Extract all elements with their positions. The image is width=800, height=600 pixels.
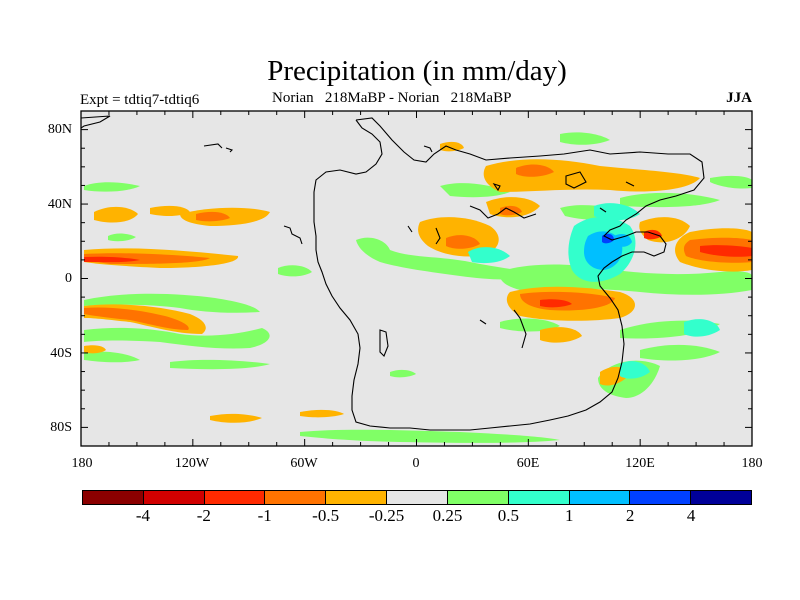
anomaly-region: [196, 211, 230, 222]
anomaly-region: [108, 233, 136, 242]
lon-tick-label: 180: [741, 456, 763, 471]
island-coastline: [283, 225, 303, 245]
anomaly-region: [84, 293, 260, 313]
axis-ticks: [80, 110, 753, 447]
island-coastline: [625, 181, 635, 187]
colorbar-swatch: [508, 491, 570, 504]
anomaly-region: [356, 237, 540, 280]
colorbar-swatch: [265, 491, 327, 504]
island-coastline: [469, 205, 537, 219]
anomaly-region: [446, 235, 480, 249]
colorbar-label: 2: [625, 506, 635, 525]
anomaly-region: [500, 318, 560, 332]
anomaly-region: [300, 429, 560, 443]
colorbar-label: 1: [565, 506, 574, 525]
colorbar-label: -0.5: [312, 506, 340, 525]
experiment-label: Expt = tdtiq7-tdtiq6: [80, 92, 200, 108]
island-coastline: [479, 319, 487, 325]
anomaly-region: [94, 206, 138, 223]
lon-tick-label: 0: [412, 456, 420, 471]
island-coastline: [492, 182, 501, 192]
colorbar-label: 0.5: [497, 506, 519, 525]
colorbar-label: -2: [196, 506, 211, 525]
colorbar-swatch: [387, 491, 448, 504]
anomaly-region: [516, 164, 554, 177]
lon-tick-label: 60E: [516, 456, 540, 471]
anomaly-region: [210, 413, 262, 423]
colorbar-swatch: [204, 491, 266, 504]
island-coastline: [203, 143, 223, 149]
anomaly-region: [150, 205, 190, 216]
precipitation-anomaly-shading: [84, 132, 752, 443]
colorbar-label: -0.25: [368, 506, 405, 525]
lon-tick-label: 60W: [290, 456, 318, 471]
colorbar: [82, 490, 752, 505]
anomaly-region: [278, 265, 312, 277]
anomaly-region: [700, 245, 752, 257]
coastlines: [81, 115, 705, 431]
island-coastline: [407, 225, 413, 233]
island-coastline: [423, 145, 433, 153]
colorbar-swatch: [691, 491, 751, 504]
anomaly-region: [170, 359, 270, 370]
lon-tick-label: 120E: [625, 456, 655, 471]
island-coastline: [513, 309, 527, 349]
map-title: Precipitation (in mm/day): [267, 55, 567, 87]
season-label: JJA: [726, 90, 752, 106]
colorbar-swatch: [569, 491, 631, 504]
island-coastline: [599, 207, 607, 213]
colorbar-label: 4: [686, 506, 696, 525]
anomaly-region: [440, 141, 464, 152]
period-comparison-label: Norian 218MaBP - Norian 218MaBP: [272, 90, 512, 106]
pangaea-coastline: [313, 117, 705, 431]
anomaly-region: [84, 307, 189, 330]
anomaly-region: [300, 409, 344, 418]
anomaly-region: [620, 361, 650, 379]
colorbar-label: -1: [257, 506, 272, 525]
colorbar-swatch: [326, 491, 388, 504]
lat-tick-label: 80N: [47, 122, 72, 137]
anomaly-region: [84, 327, 270, 349]
anomaly-region: [560, 132, 610, 145]
anomaly-region: [684, 319, 720, 337]
anomaly-region: [540, 327, 582, 343]
colorbar-swatch: [630, 491, 692, 504]
pangaea-coastline: [81, 115, 111, 129]
anomaly-region: [540, 299, 572, 308]
anomaly-region: [84, 345, 106, 354]
island-coastline: [565, 171, 587, 189]
anomaly-region: [84, 351, 140, 363]
colorbar-label: -4: [135, 506, 150, 525]
anomaly-region: [84, 256, 140, 263]
lat-tick-label: 0: [65, 271, 72, 286]
colorbar-swatch: [143, 491, 205, 504]
anomaly-region: [594, 203, 640, 221]
colorbar-swatch: [83, 491, 144, 504]
anomaly-region: [620, 192, 720, 208]
colorbar-label: 0.25: [432, 506, 463, 525]
island-coastline: [225, 147, 234, 153]
island-coastline: [435, 227, 441, 245]
lat-tick-label: 40S: [50, 346, 72, 361]
lon-tick-label: 120W: [174, 456, 210, 471]
lat-tick-label: 40N: [47, 197, 72, 212]
colorbar-swatch: [447, 491, 509, 504]
anomaly-region: [640, 344, 720, 361]
anomaly-region: [390, 369, 416, 378]
island-coastline: [379, 329, 389, 357]
lat-tick-label: 80S: [50, 420, 72, 435]
anomaly-region: [84, 182, 140, 192]
anomaly-region: [614, 234, 632, 247]
anomaly-region: [468, 247, 510, 264]
anomaly-region: [710, 175, 752, 189]
lon-tick-label: 180: [71, 456, 93, 471]
